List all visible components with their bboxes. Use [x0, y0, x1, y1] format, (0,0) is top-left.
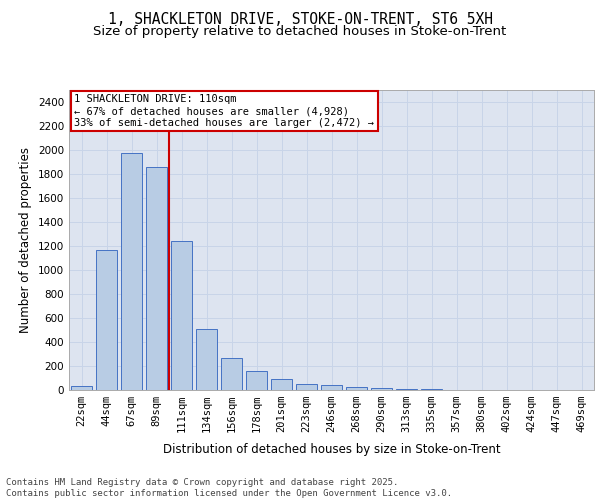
- Bar: [271, 380, 292, 390]
- Bar: [171, 241, 192, 390]
- Bar: [96, 250, 117, 390]
- Text: Size of property relative to detached houses in Stoke-on-Trent: Size of property relative to detached ho…: [94, 25, 506, 38]
- X-axis label: Distribution of detached houses by size in Stoke-on-Trent: Distribution of detached houses by size …: [163, 444, 500, 456]
- Bar: [71, 386, 92, 390]
- Text: Contains HM Land Registry data © Crown copyright and database right 2025.
Contai: Contains HM Land Registry data © Crown c…: [6, 478, 452, 498]
- Bar: [121, 153, 142, 390]
- Bar: [371, 388, 392, 390]
- Bar: [296, 384, 317, 390]
- Bar: [396, 389, 417, 390]
- Y-axis label: Number of detached properties: Number of detached properties: [19, 147, 32, 333]
- Text: 1 SHACKLETON DRIVE: 110sqm
← 67% of detached houses are smaller (4,928)
33% of s: 1 SHACKLETON DRIVE: 110sqm ← 67% of deta…: [74, 94, 374, 128]
- Bar: [146, 168, 167, 390]
- Text: 1, SHACKLETON DRIVE, STOKE-ON-TRENT, ST6 5XH: 1, SHACKLETON DRIVE, STOKE-ON-TRENT, ST6…: [107, 12, 493, 28]
- Bar: [321, 386, 342, 390]
- Bar: [221, 358, 242, 390]
- Bar: [196, 329, 217, 390]
- Bar: [246, 372, 267, 390]
- Bar: [346, 387, 367, 390]
